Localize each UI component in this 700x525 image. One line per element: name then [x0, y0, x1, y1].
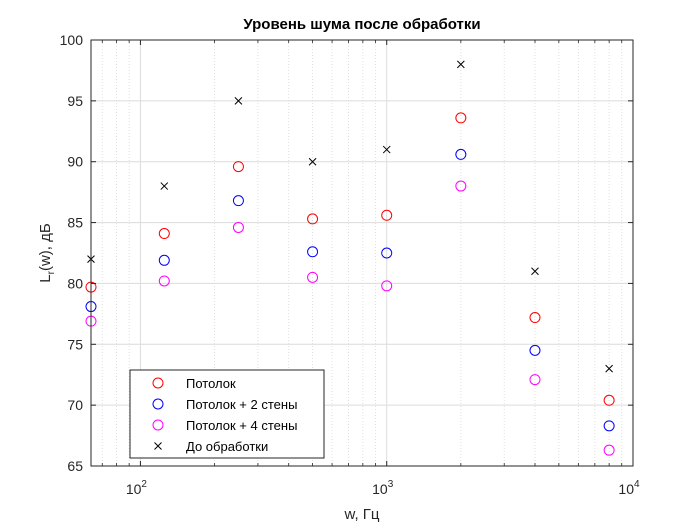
data-point — [232, 161, 244, 173]
data-point — [455, 148, 467, 160]
y-tick-label: 75 — [67, 336, 83, 352]
data-point — [455, 112, 467, 124]
data-point — [529, 344, 541, 356]
x-tick-label-base: 10 — [372, 481, 388, 497]
data-point — [307, 246, 319, 258]
y-axis-label: Lr(w), дБ — [37, 223, 57, 283]
x-tick-label: 102 — [126, 479, 148, 497]
legend-box — [129, 369, 325, 459]
y-tick-label: 95 — [67, 93, 83, 109]
data-point — [529, 374, 541, 386]
chart-title: Уровень шума после обработки — [243, 16, 480, 33]
y-tick-label: 70 — [67, 397, 83, 413]
data-point — [603, 420, 615, 432]
legend-marker — [154, 442, 162, 450]
legend-label: Потолок + 4 стены — [186, 418, 297, 433]
data-point — [381, 247, 393, 259]
data-point — [603, 444, 615, 456]
data-point — [232, 221, 244, 233]
data-point — [234, 97, 243, 105]
data-point — [158, 275, 170, 287]
x-tick-label-exponent: 3 — [388, 479, 394, 490]
data-point — [531, 267, 539, 276]
x-tick-label-base: 10 — [126, 481, 142, 497]
data-point — [381, 209, 393, 221]
grid — [91, 40, 633, 466]
legend-marker — [152, 377, 164, 389]
data-point — [603, 394, 615, 406]
x-tick-label-exponent: 4 — [634, 479, 640, 490]
data-point — [382, 145, 391, 154]
legend-marker — [152, 398, 164, 410]
legend-label: Потолок — [186, 376, 236, 391]
y-axis-label-subscript: r — [46, 270, 57, 274]
x-tick-label: 103 — [372, 479, 394, 497]
legend-marker — [152, 419, 164, 431]
y-tick-label: 85 — [67, 215, 83, 231]
data-point — [160, 182, 169, 190]
data-point — [456, 60, 465, 69]
data-point — [232, 195, 244, 207]
data-point — [455, 180, 467, 192]
x-tick-label: 104 — [618, 479, 640, 497]
legend-label: Потолок + 2 стены — [186, 397, 297, 412]
y-axis-label-base: L — [37, 274, 54, 282]
x-axis-label: w, Гц — [343, 506, 379, 523]
y-tick-label: 65 — [67, 458, 83, 474]
legend: Потолок Потолок + 2 стены Потолок + 4 стен… — [129, 369, 325, 459]
x-tick-label-exponent: 2 — [141, 479, 147, 490]
y-tick-label: 100 — [60, 32, 84, 48]
data-point — [307, 213, 319, 225]
legend-label: До обработки — [186, 439, 268, 454]
data-point — [308, 157, 317, 166]
data-point — [307, 271, 319, 283]
plot-frame — [90, 39, 634, 467]
data-point — [381, 280, 393, 292]
y-axis-label-rest: (w), дБ — [37, 223, 54, 271]
data-point — [529, 312, 541, 324]
y-tick-label: 80 — [67, 275, 83, 291]
data-point — [158, 228, 170, 240]
data-point — [158, 254, 170, 266]
data-point — [605, 364, 613, 373]
legend-items: Потолок Потолок + 2 стены Потолок + 4 стен… — [152, 376, 297, 454]
y-tick-label: 90 — [67, 154, 83, 170]
x-tick-label-base: 10 — [618, 481, 634, 497]
